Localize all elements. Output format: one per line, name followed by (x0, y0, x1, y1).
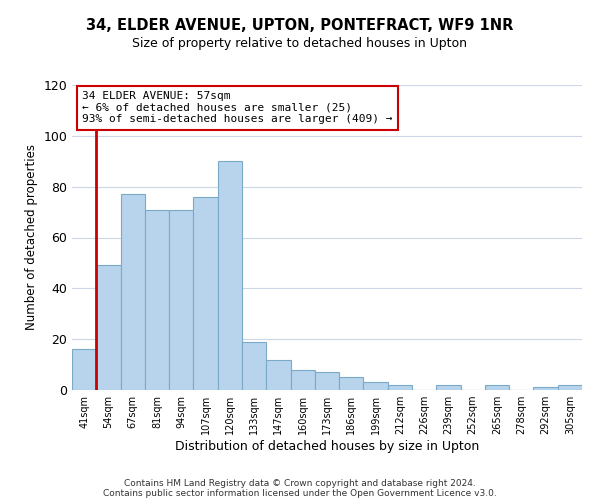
Y-axis label: Number of detached properties: Number of detached properties (25, 144, 38, 330)
Bar (266, 360, 290, 390)
Bar (121, 194, 145, 390)
Text: 34 ELDER AVENUE: 57sqm
← 6% of detached houses are smaller (25)
93% of semi-deta: 34 ELDER AVENUE: 57sqm ← 6% of detached … (82, 91, 392, 124)
Text: 34, ELDER AVENUE, UPTON, PONTEFRACT, WF9 1NR: 34, ELDER AVENUE, UPTON, PONTEFRACT, WF9… (86, 18, 514, 32)
Bar (145, 210, 169, 390)
Bar (169, 210, 193, 390)
Bar (339, 378, 364, 390)
Bar (533, 388, 558, 390)
Bar (96, 266, 121, 390)
Bar (436, 385, 461, 390)
Bar (364, 382, 388, 390)
Bar (388, 385, 412, 390)
Text: Contains public sector information licensed under the Open Government Licence v3: Contains public sector information licen… (103, 488, 497, 498)
Bar (315, 372, 339, 390)
Bar (485, 385, 509, 390)
Text: Size of property relative to detached houses in Upton: Size of property relative to detached ho… (133, 38, 467, 51)
Bar (290, 370, 315, 390)
Bar (193, 197, 218, 390)
Bar (218, 161, 242, 390)
Bar (242, 342, 266, 390)
X-axis label: Distribution of detached houses by size in Upton: Distribution of detached houses by size … (175, 440, 479, 453)
Bar (558, 385, 582, 390)
Bar (72, 350, 96, 390)
Text: Contains HM Land Registry data © Crown copyright and database right 2024.: Contains HM Land Registry data © Crown c… (124, 478, 476, 488)
